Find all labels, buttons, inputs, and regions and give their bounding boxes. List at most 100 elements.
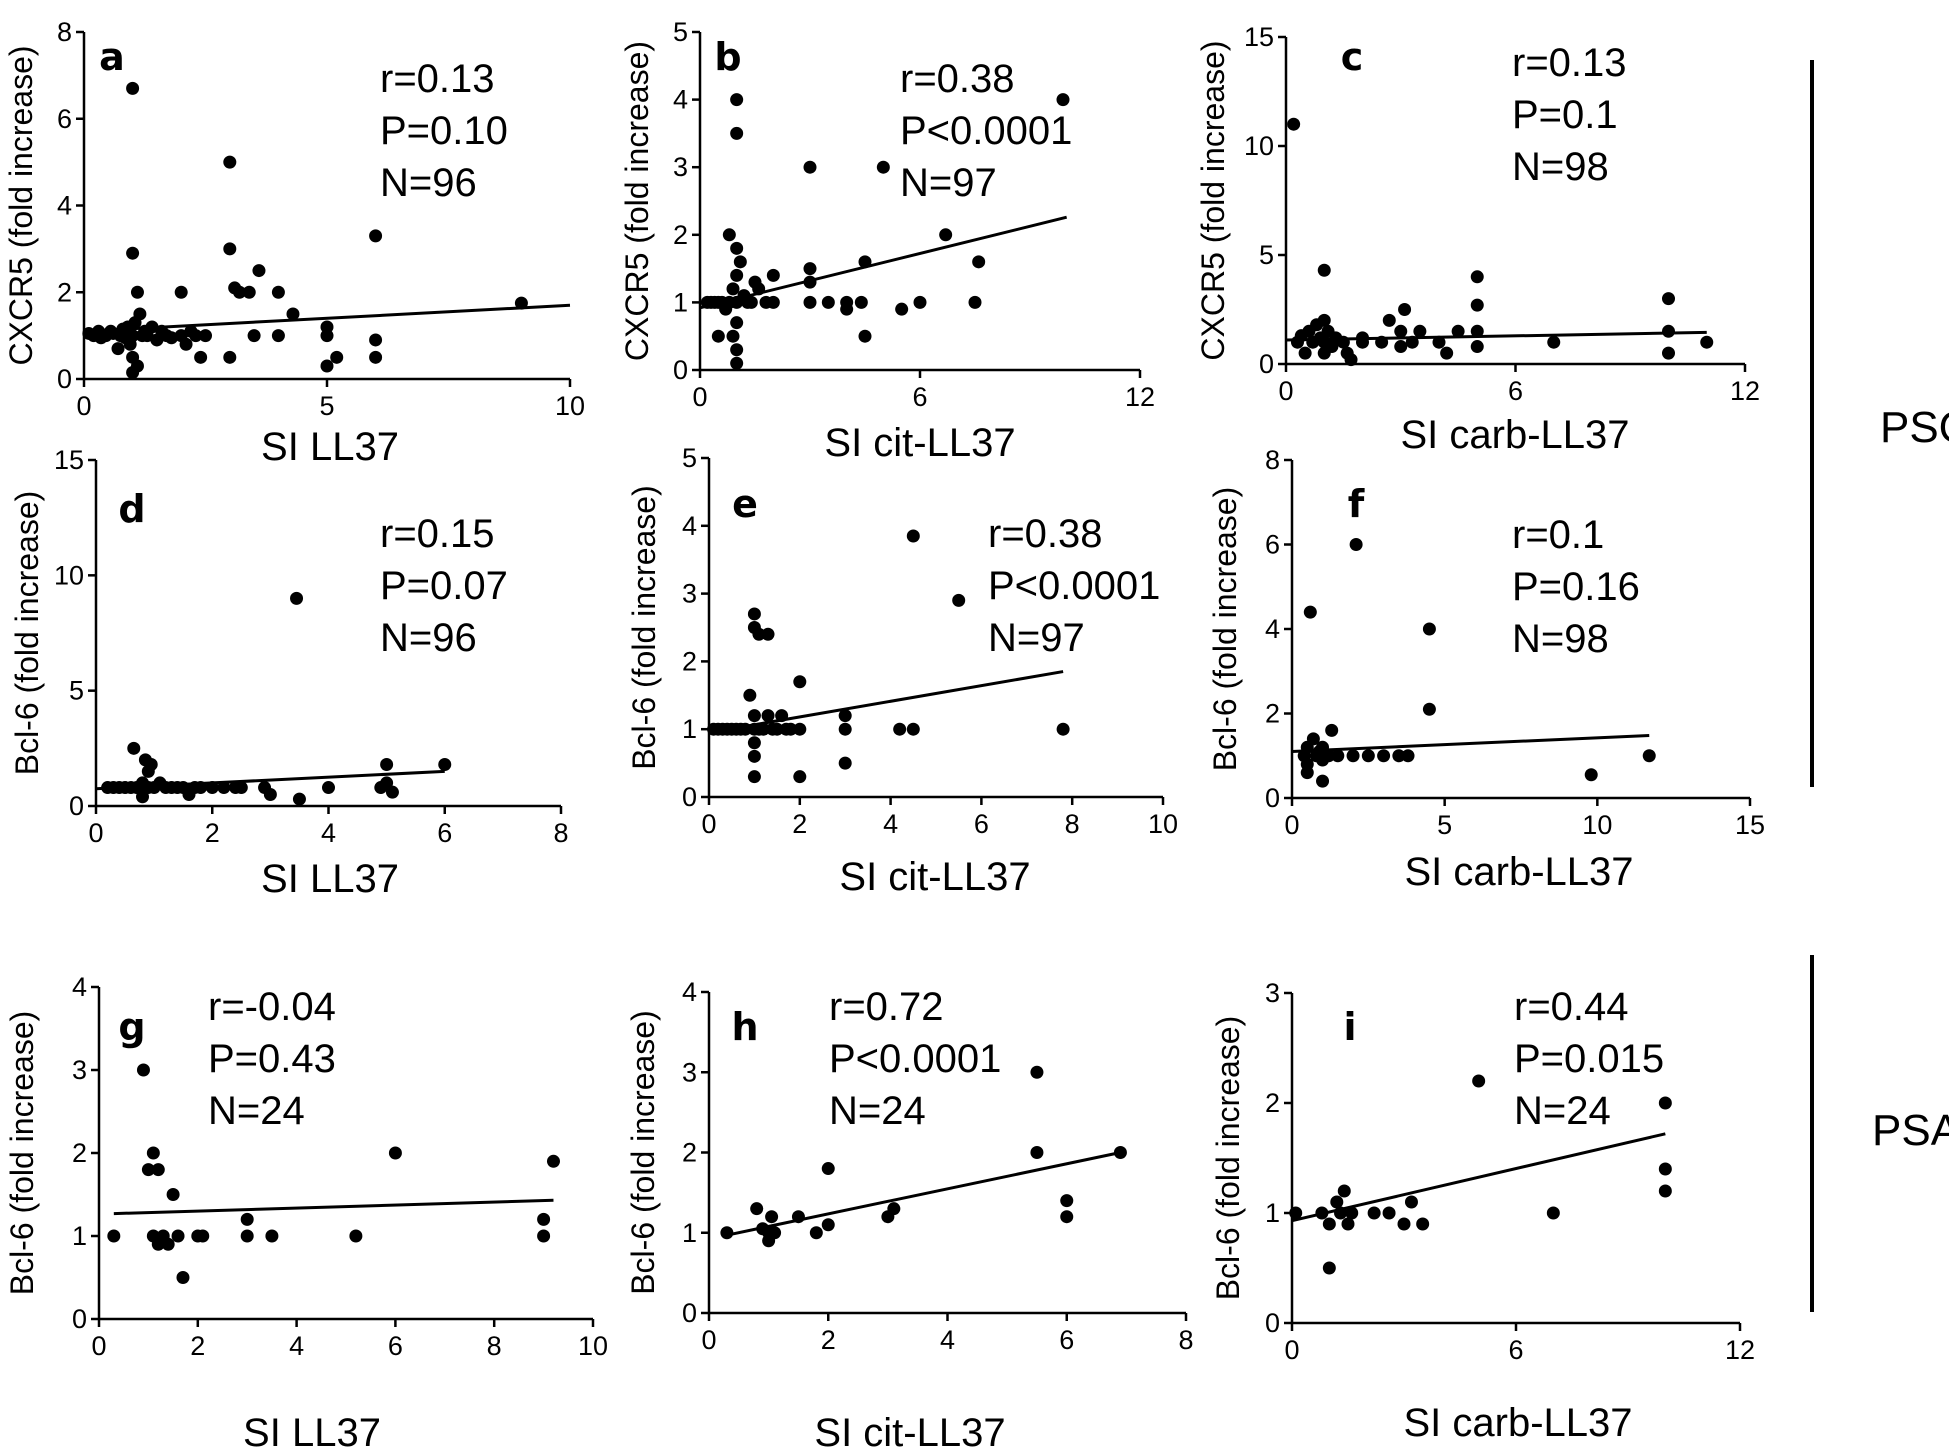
data-point xyxy=(761,709,775,723)
panel-h: 0 2 4 6 8 0 1 2 3 4 SI cit-LL37 Bcl-6 (fold increas… xyxy=(625,977,1194,1450)
y-axis-label: CXCR5 (fold increase) xyxy=(1195,40,1231,360)
stat-label: P<0.0001 xyxy=(988,564,1160,608)
data-point xyxy=(161,1237,175,1251)
data-point xyxy=(126,246,140,260)
group-label-psa: PSA xyxy=(1872,1106,1949,1155)
stat-label: P=0.43 xyxy=(208,1037,336,1081)
panel-d: 0 2 4 6 8 0 5 10 15 SI LL37 Bcl-6 (fold increase) d… xyxy=(9,445,569,901)
y-tick-label: 0 xyxy=(1265,1308,1280,1338)
data-point xyxy=(730,241,744,255)
data-point xyxy=(765,1210,779,1224)
data-point xyxy=(730,93,744,107)
panel-letter: a xyxy=(99,35,125,79)
data-point xyxy=(233,285,247,299)
data-point xyxy=(196,1229,210,1243)
y-tick-label: 2 xyxy=(682,1138,697,1168)
data-point xyxy=(738,722,752,736)
data-point xyxy=(821,1162,835,1176)
data-point xyxy=(821,1218,835,1232)
data-point xyxy=(747,749,761,763)
data-point xyxy=(803,275,817,289)
data-point xyxy=(1361,749,1375,763)
data-point xyxy=(1287,117,1301,131)
data-point xyxy=(1345,1206,1359,1220)
panel-g: 0 2 4 6 8 10 0 1 2 3 4 SI LL37 Bcl-6 (fold increase)… xyxy=(4,972,608,1450)
data-point xyxy=(320,359,334,373)
data-point xyxy=(756,722,770,736)
x-axis-label: SI cit-LL37 xyxy=(824,421,1015,465)
data-point xyxy=(130,285,144,299)
stat-label: N=24 xyxy=(829,1089,926,1133)
data-point xyxy=(1113,1146,1127,1159)
data-point xyxy=(887,1202,901,1216)
stat-label: N=98 xyxy=(1512,145,1609,189)
data-point xyxy=(1317,263,1331,277)
data-point xyxy=(388,1146,402,1160)
regression-line xyxy=(113,1198,554,1216)
data-point xyxy=(330,350,344,364)
data-point xyxy=(1315,1206,1329,1220)
panel-e: 0 2 4 6 8 10 0 1 2 3 4 5 SI cit-LL37 Bcl-6 (fold incr… xyxy=(626,443,1178,899)
x-tick-label: 8 xyxy=(487,1331,502,1361)
x-axis-label: SI LL37 xyxy=(261,425,399,469)
data-point xyxy=(744,295,758,309)
data-point xyxy=(711,329,725,343)
data-point xyxy=(733,255,747,269)
stat-label: N=24 xyxy=(208,1089,305,1133)
x-tick-label: 8 xyxy=(553,818,568,848)
data-point xyxy=(730,268,744,282)
data-point xyxy=(730,316,744,330)
data-point xyxy=(1060,1194,1074,1208)
y-tick-label: 3 xyxy=(682,1057,697,1087)
data-point xyxy=(1325,723,1339,737)
data-point xyxy=(349,1229,363,1243)
data-point xyxy=(730,126,744,140)
data-point xyxy=(775,709,789,723)
data-point xyxy=(1413,324,1427,338)
panel-letter: f xyxy=(1348,482,1365,526)
stat-label: N=98 xyxy=(1512,617,1609,661)
data-point xyxy=(1394,324,1408,338)
data-point xyxy=(240,1229,254,1243)
y-axis-label: Bcl-6 (fold increase) xyxy=(625,1010,661,1295)
x-tick-label: 4 xyxy=(940,1325,955,1355)
stat-label: r=0.44 xyxy=(1514,985,1629,1029)
data-point xyxy=(913,295,927,309)
data-point xyxy=(144,757,158,771)
data-point xyxy=(1056,722,1070,736)
data-point xyxy=(194,350,208,364)
y-tick-label: 0 xyxy=(1259,349,1274,379)
data-point xyxy=(747,607,761,621)
y-tick-label: 0 xyxy=(69,791,84,821)
y-tick-label: 4 xyxy=(682,977,697,1007)
data-point xyxy=(1346,749,1360,763)
panel-letter: d xyxy=(118,487,145,531)
data-point xyxy=(720,1226,734,1240)
y-tick-label: 5 xyxy=(673,17,688,47)
data-point xyxy=(821,295,835,309)
data-point xyxy=(793,722,807,736)
data-point xyxy=(1331,749,1345,763)
y-tick-label: 10 xyxy=(54,560,84,590)
data-point xyxy=(766,295,780,309)
data-point xyxy=(1317,313,1331,327)
data-point xyxy=(1547,335,1561,349)
panel-letter: i xyxy=(1343,1005,1356,1049)
data-point xyxy=(133,307,147,321)
x-tick-label: 4 xyxy=(321,818,336,848)
data-point xyxy=(793,675,807,689)
x-tick-label: 8 xyxy=(1178,1325,1193,1355)
x-axis-label: SI LL37 xyxy=(261,857,399,901)
data-point xyxy=(1470,298,1484,312)
data-point xyxy=(1472,1074,1486,1088)
y-tick-label: 6 xyxy=(1265,530,1280,560)
data-point xyxy=(247,329,261,343)
data-point xyxy=(1337,1184,1351,1198)
data-point xyxy=(271,285,285,299)
stat-label: N=96 xyxy=(380,616,477,660)
data-point xyxy=(726,329,740,343)
data-point xyxy=(438,757,452,771)
data-point xyxy=(1322,1217,1336,1231)
y-tick-label: 4 xyxy=(1265,614,1280,644)
